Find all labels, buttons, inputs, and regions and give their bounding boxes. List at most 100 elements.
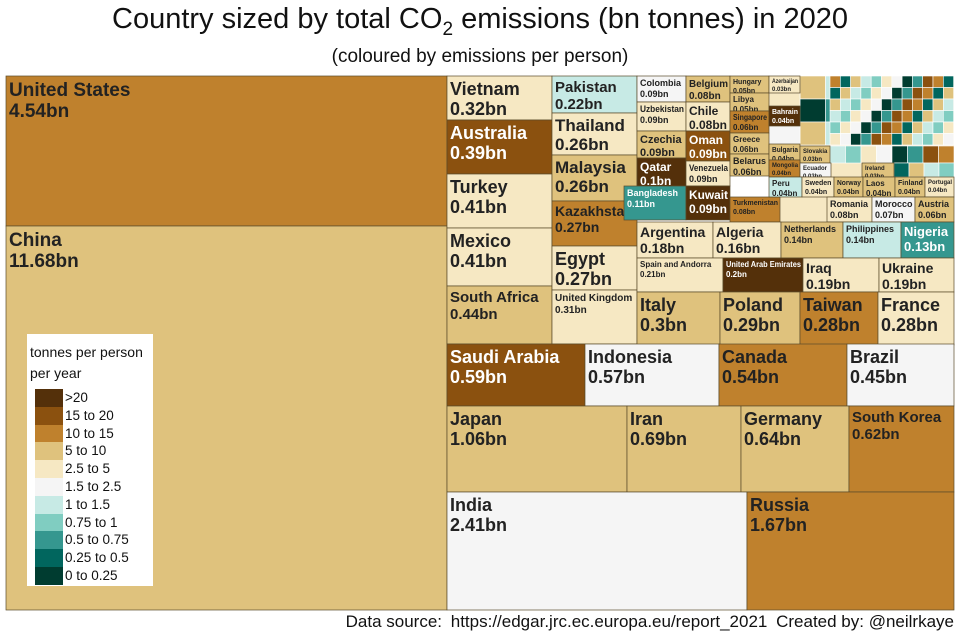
source-link[interactable]: https://edgar.jrc.ec.europa.eu/report_20… [450, 612, 768, 631]
tile-country-label: Oman [689, 133, 723, 147]
small-country-tile [870, 75, 882, 88]
tile-country-label: Iraq [806, 260, 832, 276]
tile-country-label: Laos [866, 179, 885, 188]
legend-item: 2.5 to 5 [35, 460, 153, 479]
tile-value-label: 1.06bn [450, 429, 507, 449]
small-country-tile [860, 145, 877, 164]
tile-hungary: Hungary 0.05bn [729, 75, 770, 95]
small-country-tile [829, 110, 841, 123]
tile-value-label: 0.1bn [640, 174, 671, 188]
tile-country-label: Bahrain [772, 109, 798, 116]
tile-country-label: Japan [450, 409, 502, 429]
legend-label: 1 to 1.5 [65, 496, 111, 512]
small-country-tile [839, 75, 851, 88]
tile-value-label: 0.03bn [803, 157, 822, 163]
tile-azerbaijan: Azerbaijan 0.03bn [768, 75, 801, 94]
footer: Data source: https://edgar.jrc.ec.europa… [342, 612, 954, 632]
small-country-tile [829, 87, 841, 100]
small-country-tile [901, 121, 913, 134]
tile-rect [877, 291, 955, 346]
small-country-tile [870, 110, 882, 123]
tile-country-label: Bangladesh [627, 188, 678, 198]
small-country-tile [922, 87, 934, 100]
tile-value-label: 0.21bn [640, 270, 665, 279]
tile-value-label: 0.09bn [689, 147, 727, 161]
tile-value-label: 0.07bn [875, 210, 904, 220]
tile-value-label: 0.05bn [733, 88, 755, 95]
tile-country-label: Bulgaria [772, 147, 798, 154]
tile-value-label: 0.57bn [588, 367, 645, 387]
tile-sweden: Sweden 0.04bn [801, 176, 835, 198]
tile-value-label: 0.29bn [723, 315, 780, 335]
small-country-tile [942, 98, 954, 111]
small-country-tile [922, 121, 934, 134]
tile-rect [685, 75, 731, 103]
tile-value-label: 0.04bn [805, 189, 827, 196]
small-country-tile [850, 87, 862, 100]
small-country-tile [850, 110, 862, 123]
small-country-tile [768, 92, 801, 107]
chart-title: Country sized by total CO2 emissions (bn… [112, 3, 848, 40]
tile-rect [914, 196, 955, 223]
tile-rect [685, 101, 731, 132]
tile-value-label: 0.04bn [898, 189, 920, 196]
tile-country-label: Venezuela [689, 163, 729, 173]
small-country-tile [850, 121, 862, 134]
legend-swatch [35, 442, 63, 461]
tile-value-label: 0.09bn [640, 89, 669, 99]
small-country-tile [942, 121, 954, 134]
tile-rect [636, 221, 714, 259]
small-country-tile [881, 75, 893, 88]
tile-value-label: 0.06bn [918, 210, 947, 220]
tile-country-label: Iran [630, 409, 663, 429]
legend-label: 0.25 to 0.5 [65, 550, 129, 566]
tile-country-label: Azerbaijan [772, 79, 798, 85]
tile-country-label: Peru [772, 179, 790, 188]
tile-country-label: Kazakhstan [555, 203, 633, 219]
tile-value-label: 0.14bn [846, 235, 875, 245]
small-country-tile [881, 87, 893, 100]
tile-country-label: Argentina [640, 224, 706, 240]
source-label: Data source: [345, 612, 443, 631]
legend-swatch [35, 531, 63, 550]
tile-turkmenistan: Turkmenistan 0.08bn [729, 196, 781, 223]
tile-country-label: Brazil [850, 347, 899, 367]
tile-value-label: 1.67bn [750, 515, 807, 535]
tile-rect [871, 196, 916, 223]
tile-rect [746, 491, 955, 611]
tile-value-label: 0.06bn [733, 145, 758, 154]
credit-text: Created by: @neilrkaye [776, 612, 954, 631]
small-country-tile [829, 98, 841, 111]
tile-country-label: Philippines [846, 224, 894, 234]
legend-swatch [35, 460, 63, 479]
tile-country-label: Finland [898, 180, 923, 187]
small-country-tile [870, 121, 882, 134]
small-country-tile [839, 121, 851, 134]
tile-country-label: Spain and Andorra [640, 260, 712, 269]
legend-item: 5 to 10 [35, 442, 153, 461]
tile-rect [551, 200, 638, 247]
tile-rect [768, 105, 801, 127]
tile-rect [636, 257, 724, 293]
small-country-tile [922, 133, 934, 146]
tile-country-label: Netherlands [784, 224, 836, 234]
tile-country-label: Greece [733, 135, 761, 144]
tile-rect [446, 405, 628, 493]
tile-country-label: United States [9, 80, 130, 101]
tile-value-label: 0.54bn [722, 367, 779, 387]
small-country-tile [932, 87, 944, 100]
small-country-tile [829, 145, 846, 164]
legend-label: 15 to 20 [65, 407, 114, 423]
tile-value-label: 0.04bn [772, 156, 794, 163]
